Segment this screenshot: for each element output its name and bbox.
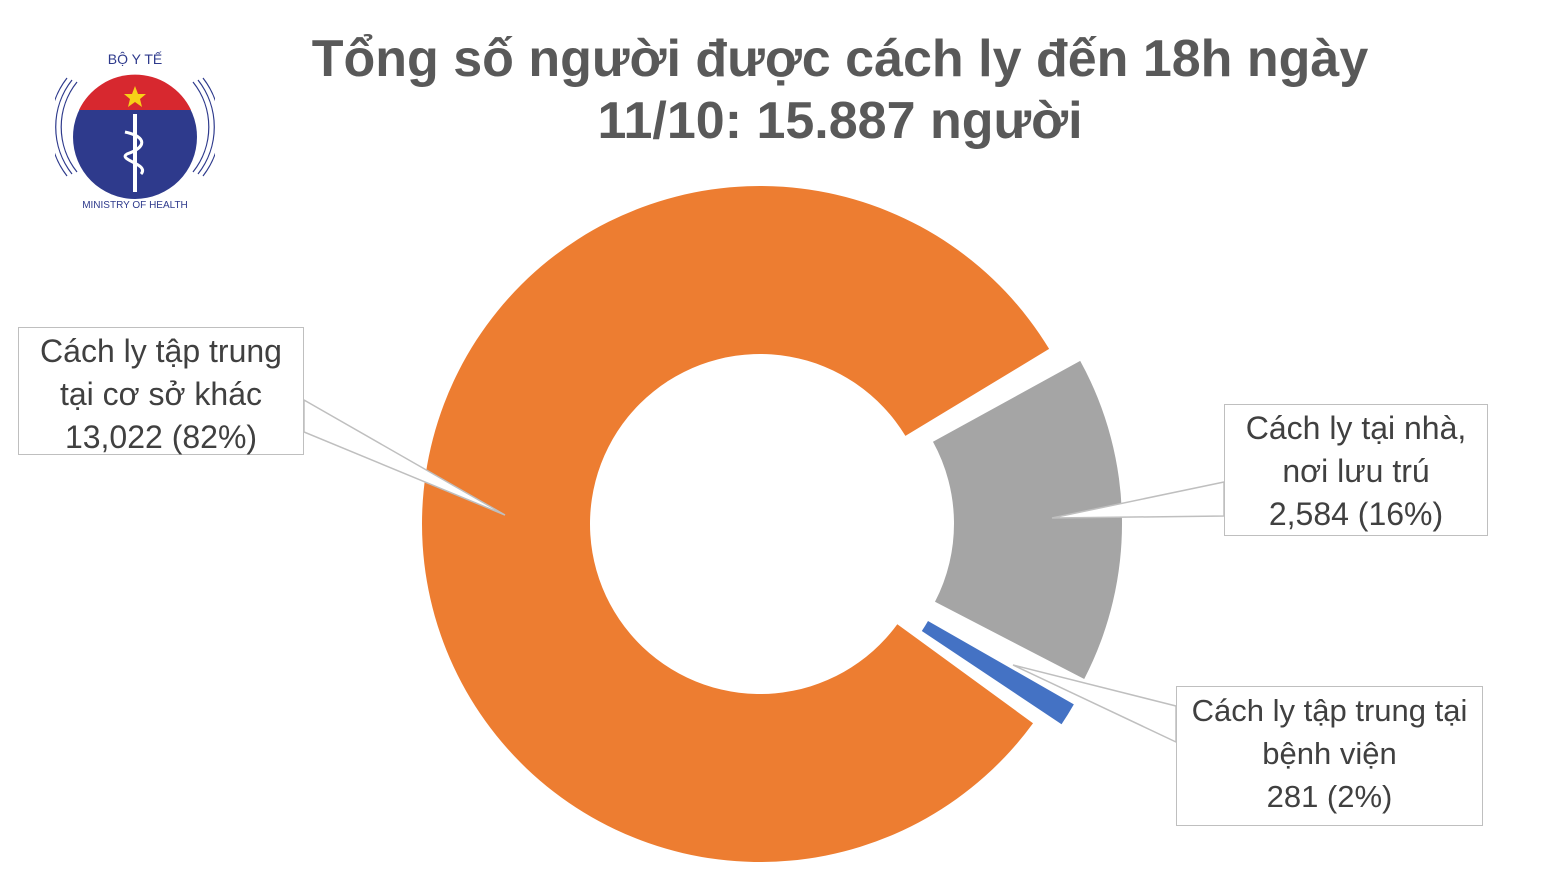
label-line: bệnh viện <box>1262 736 1397 771</box>
chart-title-line2: 11/10: 15.887 người <box>597 92 1083 150</box>
label-callout <box>303 398 506 516</box>
ministry-of-health-logo: BỘ Y TẾ MINISTRY OF HEALTH <box>55 51 215 211</box>
data-label-hospital: Cách ly tập trung tại bệnh viện 281 (2%) <box>1176 686 1483 826</box>
donut-slice <box>921 620 1074 725</box>
chart-title-line1: Tổng số người được cách ly đến 18h ngày <box>311 30 1369 88</box>
label-line: Cách ly tại nhà, <box>1245 410 1467 446</box>
label-value: 281 (2%) <box>1266 779 1393 814</box>
data-label-other-facilities: Cách ly tập trung tại cơ sở khác 13,022 … <box>18 327 304 455</box>
label-line: nơi lưu trú <box>1282 453 1430 489</box>
logo-text-top: BỘ Y TẾ <box>108 51 162 67</box>
donut-slice <box>422 185 1050 862</box>
label-line: tại cơ sở khác <box>59 376 263 412</box>
label-value: 2,584 (16%) <box>1268 496 1444 532</box>
logo-text-bottom: MINISTRY OF HEALTH <box>82 200 188 211</box>
label-line: Cách ly tập trung tại <box>1191 693 1468 728</box>
data-label-home: Cách ly tại nhà, nơi lưu trú 2,584 (16%) <box>1224 404 1488 536</box>
label-line: Cách ly tập trung <box>40 333 282 369</box>
donut-slice <box>932 360 1122 680</box>
label-value: 13,022 (82%) <box>64 419 258 455</box>
